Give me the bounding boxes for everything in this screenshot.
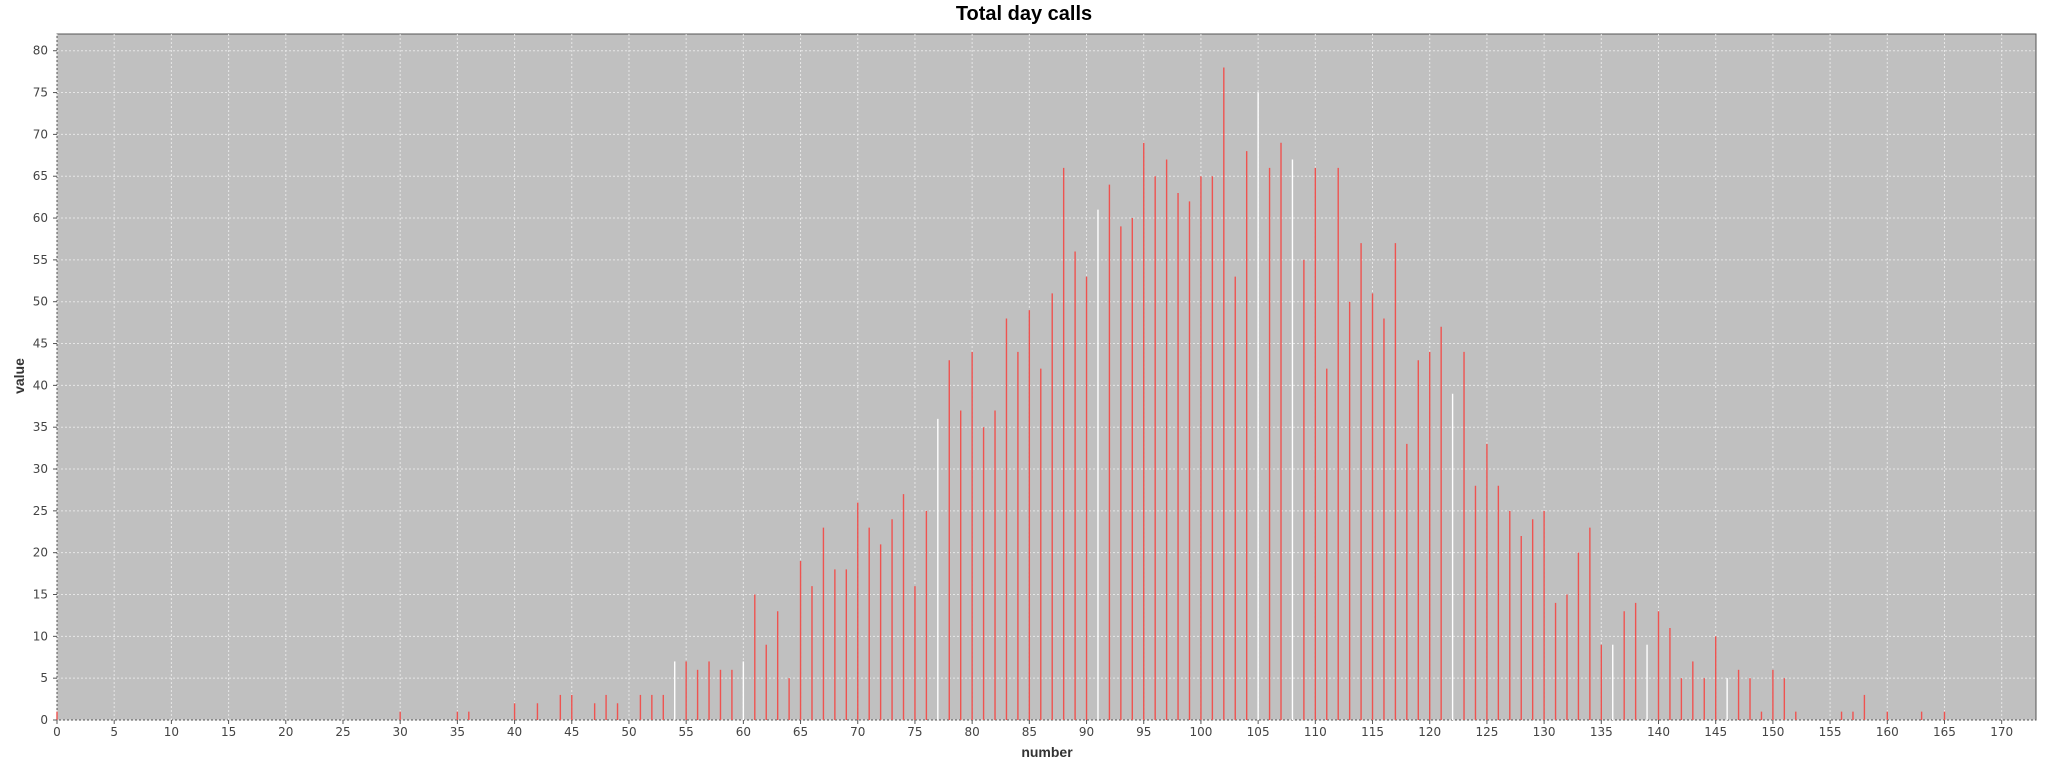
bars [56,67,1946,720]
x-tick-label: 10 [164,725,179,739]
y-tick-label: 50 [33,295,48,309]
x-tick-label: 155 [1819,725,1842,739]
x-tick-label: 95 [1136,725,1151,739]
x-tick-label: 120 [1418,725,1441,739]
x-tick-label: 130 [1533,725,1556,739]
plot-area [56,33,2037,721]
chart-title: Total day calls [956,3,1092,25]
x-tick-label: 110 [1304,725,1327,739]
x-tick-label: 100 [1189,725,1212,739]
x-tick-label: 85 [1022,725,1037,739]
y-tick-label: 70 [33,127,48,141]
x-tick-label: 75 [907,725,922,739]
x-tick-label: 125 [1475,725,1498,739]
y-tick-label: 5 [40,671,48,685]
x-tick-label: 105 [1247,725,1270,739]
y-tick-label: 60 [33,211,48,225]
y-tick-label: 40 [33,378,48,392]
x-tick-label: 140 [1647,725,1670,739]
y-axis-label: value [11,358,27,394]
x-axis-ticks: 0 5 10 15 20 25 30 35 40 45 50 55 60 65 70 75 80 85 90 95 10… [53,720,2013,739]
y-tick-label: 75 [33,86,48,100]
x-tick-label: 0 [53,725,61,739]
y-tick-label: 15 [33,588,48,602]
x-tick-label: 55 [679,725,694,739]
x-tick-label: 60 [736,725,751,739]
y-tick-label: 65 [33,169,48,183]
x-tick-label: 15 [221,725,236,739]
grid-lines [56,34,2036,721]
y-tick-label: 0 [40,713,48,727]
x-tick-label: 170 [1990,725,2013,739]
y-tick-label: 80 [33,44,48,58]
y-tick-label: 10 [33,629,48,643]
y-tick-label: 45 [33,337,48,351]
x-tick-label: 40 [507,725,522,739]
y-tick-label: 30 [33,462,48,476]
x-tick-label: 20 [278,725,293,739]
y-tick-label: 20 [33,546,48,560]
x-tick-label: 80 [965,725,980,739]
x-tick-label: 30 [393,725,408,739]
y-tick-label: 55 [33,253,48,267]
x-tick-label: 45 [564,725,579,739]
y-tick-label: 35 [33,420,48,434]
x-tick-label: 115 [1361,725,1384,739]
x-tick-label: 70 [850,725,865,739]
x-tick-label: 135 [1590,725,1613,739]
x-tick-label: 50 [621,725,636,739]
y-tick-label: 25 [33,504,48,518]
x-tick-label: 150 [1761,725,1784,739]
x-tick-label: 165 [1933,725,1956,739]
x-tick-label: 5 [110,725,118,739]
x-tick-label: 35 [450,725,465,739]
x-tick-label: 160 [1876,725,1899,739]
y-axis-ticks: 0 5 10 15 20 25 30 35 40 45 50 55 60 65 70 75 80 [33,44,57,727]
x-axis-label: number [1021,744,1073,760]
x-tick-label: 65 [793,725,808,739]
x-tick-label: 145 [1704,725,1727,739]
x-tick-label: 25 [335,725,350,739]
x-tick-label: 90 [1079,725,1094,739]
